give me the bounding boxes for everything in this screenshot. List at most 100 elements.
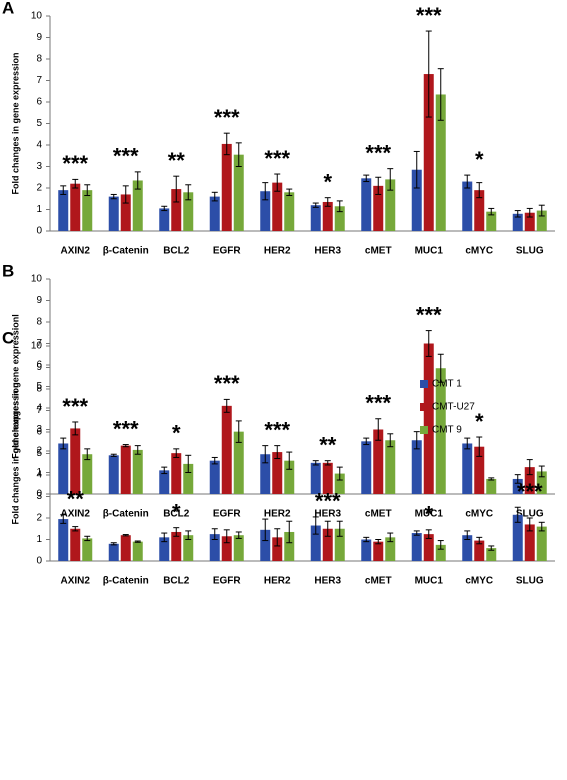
bar xyxy=(221,405,232,494)
x-tick-label: HER3 xyxy=(314,246,341,257)
bar xyxy=(361,178,372,231)
y-tick-label: 9 xyxy=(36,295,42,306)
bar xyxy=(536,526,547,561)
y-axis-label: Fold changes in gene expression xyxy=(10,52,20,194)
bar xyxy=(435,94,446,231)
bar xyxy=(159,208,170,231)
bar xyxy=(423,534,434,561)
x-tick-label: HER2 xyxy=(264,509,291,520)
bar xyxy=(221,536,232,561)
significance-stars: * xyxy=(475,147,484,172)
bar xyxy=(423,74,434,231)
y-tick-label: 7 xyxy=(36,338,42,349)
x-tick-label: BCL2 xyxy=(163,246,190,257)
bar xyxy=(474,540,485,561)
bar xyxy=(385,537,396,561)
bar xyxy=(120,535,131,561)
bar xyxy=(70,428,81,494)
x-tick-label: MUC1 xyxy=(415,576,444,587)
bar xyxy=(474,446,485,494)
bar xyxy=(361,539,372,561)
bar xyxy=(58,443,69,494)
bar xyxy=(334,206,345,231)
bar xyxy=(58,519,69,561)
y-tick-label: 2 xyxy=(36,183,42,194)
bar xyxy=(183,463,194,494)
significance-stars: *** xyxy=(517,479,543,504)
x-tick-label: AXIN2 xyxy=(61,246,91,257)
x-tick-label: SLUG xyxy=(516,246,544,257)
panel-letter: B xyxy=(2,261,14,280)
bar xyxy=(233,535,244,561)
bar xyxy=(486,478,497,494)
bar xyxy=(108,196,119,231)
x-tick-label: SLUG xyxy=(516,576,544,587)
y-tick-label: 10 xyxy=(31,11,43,22)
bar xyxy=(435,544,446,561)
bar xyxy=(373,541,384,561)
bar xyxy=(159,537,170,561)
significance-stars: *** xyxy=(214,105,240,130)
bar xyxy=(322,528,333,561)
legend-label: CMT-U27 xyxy=(432,402,475,413)
bar xyxy=(108,543,119,561)
bar xyxy=(233,154,244,231)
bar xyxy=(310,525,321,561)
bar xyxy=(411,533,422,561)
bar xyxy=(82,538,93,561)
bar xyxy=(536,471,547,494)
bar xyxy=(272,452,283,494)
significance-stars: *** xyxy=(113,416,139,441)
bar xyxy=(183,535,194,561)
y-tick-label: 7 xyxy=(36,405,42,416)
y-tick-label: 2 xyxy=(36,513,42,524)
bar xyxy=(310,462,321,494)
bar xyxy=(334,473,345,494)
y-tick-label: 7 xyxy=(36,75,42,86)
bar xyxy=(411,169,422,231)
bar xyxy=(486,211,497,231)
bar xyxy=(512,514,523,561)
y-tick-label: 3 xyxy=(36,424,42,435)
legend-swatch xyxy=(420,403,428,411)
bar xyxy=(284,460,295,494)
y-tick-label: 8 xyxy=(36,317,42,328)
significance-stars: *** xyxy=(365,140,391,165)
bar xyxy=(260,529,271,561)
bar xyxy=(462,535,473,561)
significance-stars: * xyxy=(172,499,181,524)
y-tick-label: 0 xyxy=(36,556,42,567)
significance-stars: *** xyxy=(113,144,139,169)
bar xyxy=(108,455,119,494)
bar xyxy=(512,213,523,231)
x-tick-label: MUC1 xyxy=(415,509,444,520)
y-tick-label: 4 xyxy=(36,140,42,151)
bar xyxy=(183,192,194,231)
bar xyxy=(373,185,384,231)
significance-stars: *** xyxy=(62,151,88,176)
bar xyxy=(435,368,446,494)
legend-label: CMT 1 xyxy=(432,379,462,390)
y-tick-label: 3 xyxy=(36,491,42,502)
bar xyxy=(120,194,131,231)
bar xyxy=(221,143,232,231)
y-tick-label: 1 xyxy=(36,204,42,215)
bar xyxy=(385,440,396,494)
y-tick-label: 9 xyxy=(36,362,42,373)
y-tick-label: 3 xyxy=(36,161,42,172)
significance-stars: *** xyxy=(264,417,290,442)
x-tick-label: BCL2 xyxy=(163,509,190,520)
bar xyxy=(233,431,244,494)
bar xyxy=(536,210,547,231)
panel-letter: A xyxy=(2,0,14,17)
x-tick-label: AXIN2 xyxy=(61,576,91,587)
y-axis-label: Fold changes in gene expression xyxy=(10,382,20,524)
bar xyxy=(411,440,422,494)
legend-swatch xyxy=(420,380,428,388)
panel-letter: C xyxy=(2,328,14,347)
x-tick-label: cMYC xyxy=(465,576,493,587)
x-tick-label: BCL2 xyxy=(163,576,190,587)
bar xyxy=(209,196,220,231)
